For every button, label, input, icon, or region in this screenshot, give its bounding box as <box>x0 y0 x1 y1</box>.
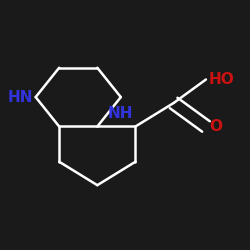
Text: HN: HN <box>7 90 33 104</box>
Text: NH: NH <box>108 106 134 121</box>
Text: HO: HO <box>209 72 235 87</box>
Text: O: O <box>209 119 222 134</box>
